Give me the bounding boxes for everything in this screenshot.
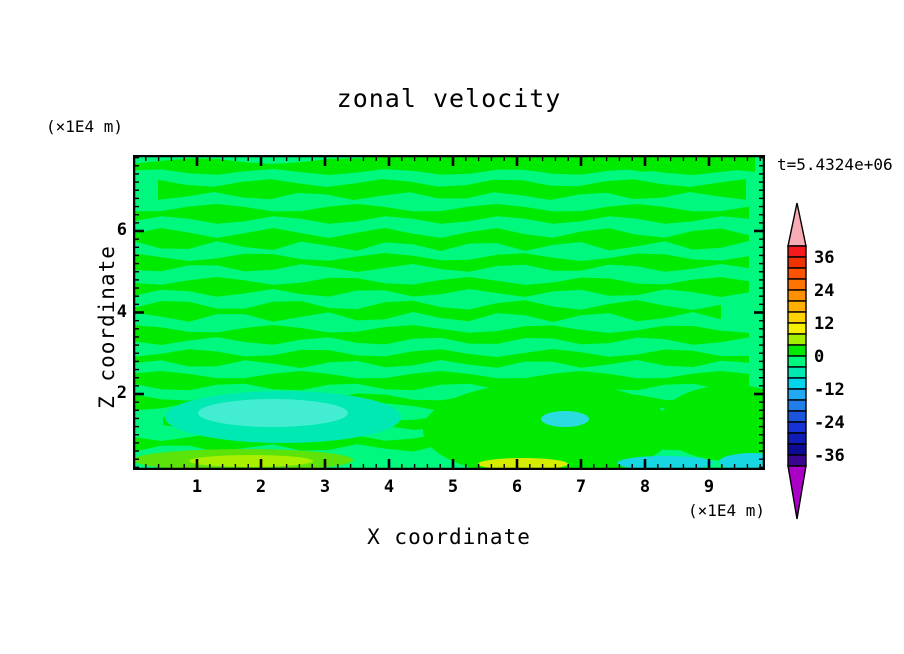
colorbar-tick-label: -12 (814, 380, 845, 400)
x-tick-label: 9 (703, 477, 715, 497)
colorbar: 36 24 12 0 -12 -24 -36 (787, 202, 845, 520)
x-tick-label: 5 (447, 477, 459, 497)
x-tick-label: 1 (191, 477, 203, 497)
y-tick-label: 6 (116, 220, 127, 240)
x-tick-label: 6 (511, 477, 523, 497)
contour-plot-canvas (133, 155, 765, 470)
colorbar-tick-label: -24 (814, 413, 845, 433)
x-tick-label: 7 (575, 477, 587, 497)
x-tick-label: 8 (639, 477, 651, 497)
x-tick-label: 2 (255, 477, 267, 497)
colorbar-tick-label: 24 (814, 281, 834, 301)
x-axis-label: X coordinate (367, 525, 531, 549)
colorbar-tick-label: 36 (814, 248, 834, 268)
y-tick-label: 2 (116, 383, 127, 403)
x-axis-unit-label: (×1E4 m) (688, 501, 766, 520)
colorbar-tick-label: 0 (814, 347, 824, 367)
colorbar-tick-label: -36 (814, 446, 845, 466)
plot-title: zonal velocity (336, 84, 562, 113)
y-axis-unit-label: (×1E4 m) (46, 117, 124, 136)
y-axis-label: Z coordinate (95, 245, 119, 409)
colorbar-tick-label: 12 (814, 314, 834, 334)
x-tick-label: 4 (383, 477, 395, 497)
time-annotation: t=5.4324e+06 (777, 155, 893, 174)
x-tick-label: 3 (319, 477, 331, 497)
y-tick-label: 4 (116, 301, 127, 322)
